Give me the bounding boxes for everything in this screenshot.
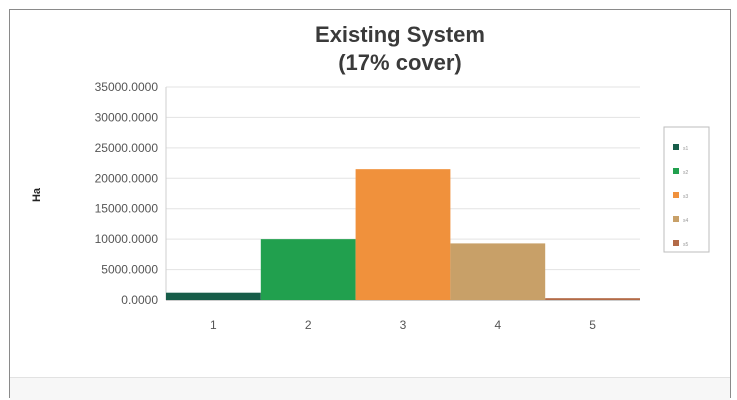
bottom-strip [10, 377, 730, 400]
legend-label: s5 [683, 242, 689, 248]
legend-label: s1 [683, 146, 689, 152]
bar-1 [166, 292, 261, 300]
x-tick-label: 3 [400, 318, 407, 332]
legend-swatch [673, 216, 679, 222]
x-tick-label: 1 [210, 318, 217, 332]
y-tick-label: 25000.0000 [95, 141, 159, 155]
legend-label: s2 [683, 170, 689, 176]
bar-2 [260, 239, 356, 300]
y-axis-label: Ha [31, 187, 43, 202]
bars [166, 169, 640, 300]
y-tick-label: 0.0000 [121, 293, 158, 307]
y-tick-label: 20000.0000 [95, 171, 159, 185]
y-tick-label: 30000.0000 [95, 110, 159, 124]
bar-3 [355, 169, 451, 300]
legend-label: s4 [683, 218, 689, 224]
y-tick-label: 15000.0000 [95, 202, 159, 216]
chart-title: Existing System [315, 22, 485, 47]
legend: s1 s2 s3 s4 s5 [663, 126, 710, 253]
bar-4 [450, 243, 546, 300]
legend-swatch [673, 168, 679, 174]
y-tick-label: 35000.0000 [95, 80, 159, 94]
legend-label: s3 [683, 194, 689, 200]
chart-subtitle: (17% cover) [338, 50, 462, 75]
bar-5 [545, 298, 640, 300]
y-tick-label: 10000.0000 [95, 232, 159, 246]
y-tick-label: 5000.0000 [101, 263, 158, 277]
x-tick-label: 4 [494, 318, 501, 332]
legend-swatch [673, 144, 679, 150]
tick-labels: 0.0000 5000.0000 10000.0000 15000.0000 20000… [95, 80, 597, 332]
legend-box [663, 126, 710, 253]
x-tick-label: 5 [589, 318, 596, 332]
legend-swatch [673, 240, 679, 246]
legend-swatch [673, 192, 679, 198]
x-tick-label: 2 [305, 318, 312, 332]
